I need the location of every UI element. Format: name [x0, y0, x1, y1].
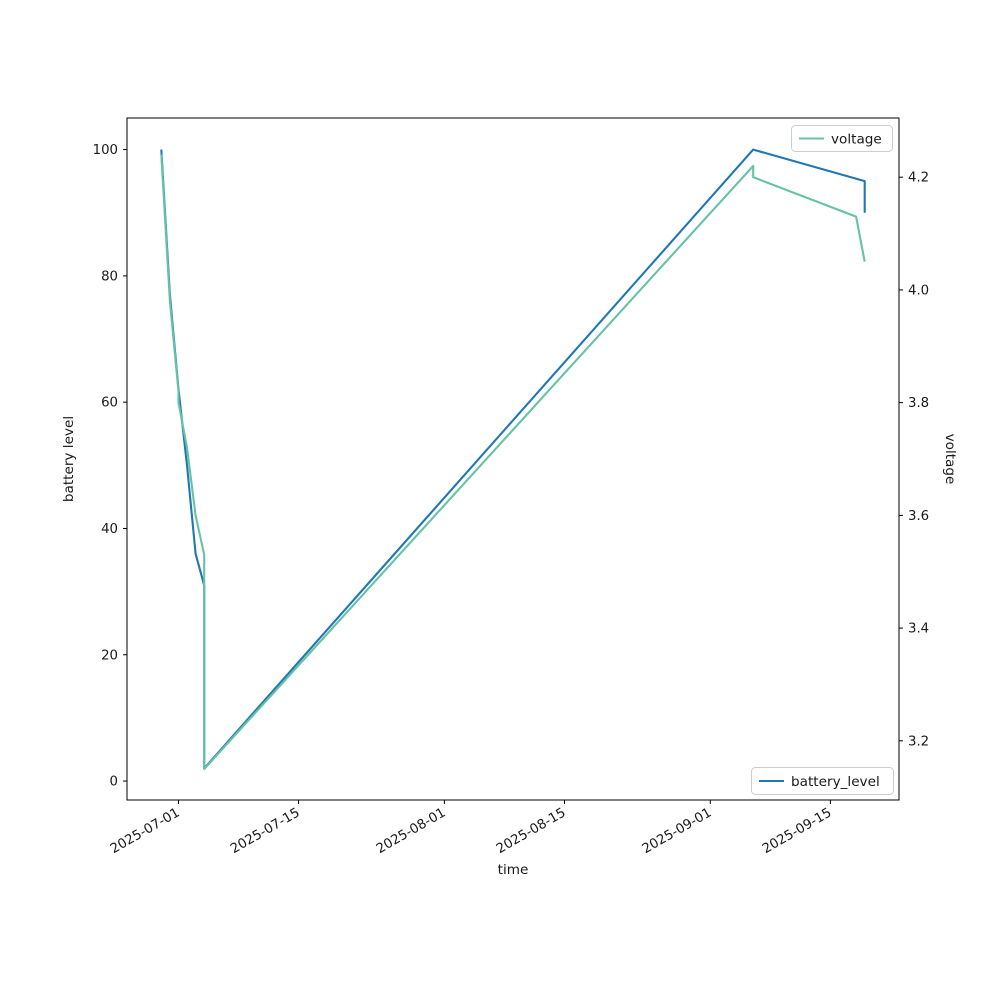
y-left-tick-label: 20: [101, 648, 118, 663]
y-right-tick-label: 3.2: [908, 734, 929, 749]
legend-battery-level: battery_level: [751, 767, 894, 795]
x-tick-label: 2025-07-15: [228, 805, 302, 857]
legend-voltage: voltage: [791, 125, 893, 152]
y-axis-right-ticks: 3.2 3.4 3.6 3.8 4.0 4.2: [899, 171, 929, 749]
y-left-tick-label: 100: [93, 143, 118, 158]
x-tick-label: 2025-09-01: [640, 805, 714, 857]
series-line-voltage: [160, 154, 866, 771]
y-axis-left-ticks: 0 20 40 60 80 100: [93, 143, 127, 790]
y-right-tick-label: 4.2: [908, 171, 929, 186]
y-right-tick-label: 3.6: [908, 509, 929, 524]
legend-voltage-label: voltage: [831, 132, 882, 148]
y-left-tick-label: 0: [110, 775, 118, 790]
y-left-tick-label: 40: [101, 522, 118, 537]
y-right-tick-label: 3.8: [908, 396, 929, 411]
legend-battery-label: battery_level: [791, 774, 880, 790]
x-tick-label: 2025-07-01: [108, 805, 182, 857]
y-left-tick-label: 60: [101, 396, 118, 411]
plot-area: [126, 117, 900, 801]
y-right-tick-label: 4.0: [908, 283, 929, 298]
y-axis-right-label: voltage: [942, 434, 958, 485]
legend-voltage-frame: [791, 125, 893, 152]
legend-battery-frame: [751, 767, 894, 795]
x-tick-label: 2025-08-15: [494, 805, 568, 857]
series-lines: [160, 148, 866, 771]
x-axis-ticks: 2025-07-01 2025-07-15 2025-08-01 2025-08-15…: [108, 800, 834, 857]
y-left-tick-label: 80: [101, 269, 118, 284]
y-axis-left-label: battery level: [61, 416, 77, 502]
y-right-tick-label: 3.4: [908, 622, 929, 637]
x-axis-label: time: [498, 862, 529, 878]
x-tick-label: 2025-09-15: [760, 805, 834, 857]
x-tick-label: 2025-08-01: [374, 805, 448, 857]
series-line-battery_level: [160, 148, 866, 770]
